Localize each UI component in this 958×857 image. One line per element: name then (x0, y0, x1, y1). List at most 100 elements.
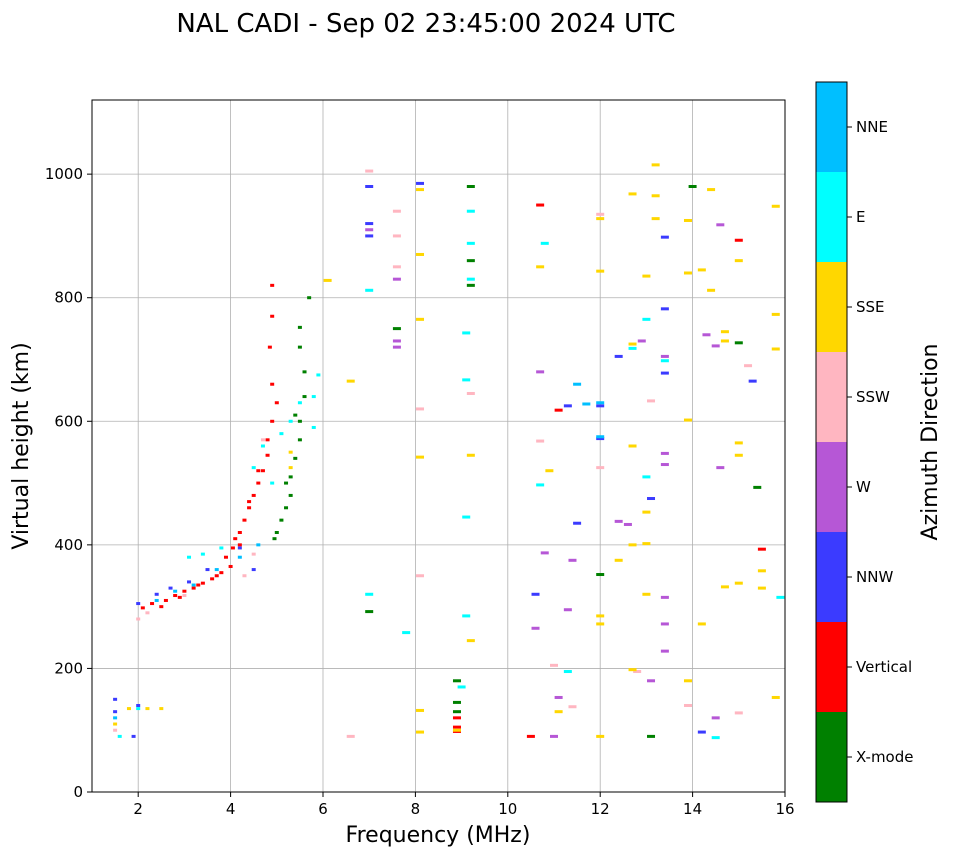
data-point (402, 631, 411, 635)
data-point (284, 506, 289, 510)
colorbar-tick-label: X-mode (856, 748, 913, 766)
data-point (117, 734, 122, 738)
data-point (660, 359, 669, 363)
y-axis-ticks: 0 200 400 600 800 1000 (45, 165, 92, 801)
data-point (267, 345, 272, 349)
data-point (466, 391, 475, 395)
data-point (219, 571, 224, 575)
data-point (416, 188, 425, 192)
data-point (628, 192, 637, 196)
data-point (392, 209, 401, 213)
data-point (237, 543, 242, 547)
data-point (145, 707, 150, 711)
data-point (284, 481, 289, 485)
data-point (466, 185, 475, 188)
data-point (365, 234, 374, 238)
colorbar-tick-label: W (856, 478, 871, 496)
data-point (159, 605, 164, 609)
data-point (452, 700, 461, 704)
data-point (293, 456, 298, 460)
data-point (466, 259, 475, 263)
data-point (596, 573, 605, 577)
data-point (771, 312, 780, 316)
data-point (136, 707, 141, 711)
data-point (365, 185, 374, 188)
data-point (251, 493, 256, 497)
data-point (270, 382, 275, 386)
data-point (416, 574, 425, 578)
data-point (365, 169, 374, 173)
data-point (452, 710, 461, 714)
y-tick-label: 400 (54, 536, 83, 554)
data-point (365, 228, 374, 232)
data-point (113, 722, 118, 726)
data-point (251, 552, 256, 556)
colorbar-tick-label: E (856, 208, 865, 226)
data-point (416, 181, 425, 185)
data-point (251, 568, 256, 572)
data-point (140, 606, 145, 610)
colorbar-segment (816, 712, 847, 802)
data-point (683, 679, 692, 683)
data-point (187, 580, 192, 584)
data-point (416, 455, 425, 459)
series-nne (113, 382, 605, 720)
data-point (270, 419, 275, 423)
data-point (191, 586, 196, 590)
y-tick-label: 800 (54, 289, 83, 307)
data-point (346, 379, 355, 383)
data-point (237, 546, 242, 550)
data-point (297, 401, 302, 405)
data-point (237, 555, 242, 559)
colorbar-segment (816, 262, 847, 352)
data-point (392, 345, 401, 349)
data-point (466, 639, 475, 643)
data-point (536, 203, 545, 207)
data-point (596, 622, 605, 626)
data-point (734, 441, 743, 445)
data-point (242, 518, 247, 522)
colorbar-tick-label: NNE (856, 118, 888, 136)
plot-frame (91, 99, 786, 793)
data-point (288, 450, 293, 454)
data-point (177, 595, 182, 599)
data-point (457, 685, 466, 689)
data-point (573, 382, 582, 386)
data-point (365, 288, 374, 292)
data-point (392, 327, 401, 331)
data-point (256, 469, 261, 473)
data-point (688, 185, 697, 188)
data-point (660, 649, 669, 653)
series-nnw (113, 181, 757, 738)
data-point (297, 419, 302, 423)
data-point (323, 278, 332, 282)
data-point (734, 453, 743, 457)
y-tick-label: 200 (54, 659, 83, 677)
data-point (734, 259, 743, 263)
data-point (270, 283, 275, 287)
data-point (734, 711, 743, 715)
data-point (776, 595, 785, 599)
data-point (416, 317, 425, 321)
data-point (136, 617, 141, 621)
data-point (596, 437, 605, 441)
data-point (228, 564, 233, 568)
data-point (628, 668, 637, 672)
data-point (642, 475, 651, 479)
series-x-mode (272, 185, 762, 738)
data-point (596, 404, 605, 408)
data-point (647, 399, 656, 403)
data-point (734, 581, 743, 585)
data-point (462, 378, 471, 382)
data-point (265, 453, 270, 457)
data-point (642, 510, 651, 514)
data-point (642, 542, 651, 546)
data-point (642, 274, 651, 278)
data-point (346, 734, 355, 738)
data-point (311, 425, 316, 429)
data-point (210, 577, 215, 581)
data-point (200, 552, 205, 556)
data-point (540, 551, 549, 555)
x-axis-ticks: 2 4 6 8 10 12 14 16 (133, 792, 795, 818)
data-point (113, 697, 118, 701)
